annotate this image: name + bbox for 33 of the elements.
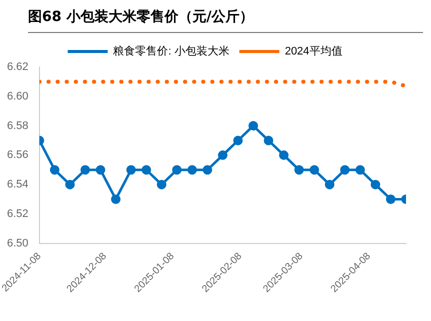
point <box>142 165 152 175</box>
point <box>80 165 90 175</box>
point <box>187 165 197 175</box>
point <box>248 121 258 131</box>
point <box>126 165 136 175</box>
y-tick-label: 6.52 <box>6 208 28 220</box>
point <box>294 165 304 175</box>
point <box>50 165 60 175</box>
point <box>202 165 212 175</box>
point <box>156 180 166 190</box>
point <box>65 180 75 190</box>
y-tick-label: 6.62 <box>6 61 28 74</box>
point <box>340 165 350 175</box>
y-tick-label: 6.50 <box>6 237 28 250</box>
point <box>386 194 396 204</box>
y-tick-label: 6.54 <box>6 178 28 191</box>
legend-label: 2024平均值 <box>284 46 342 58</box>
point <box>355 165 365 175</box>
point <box>279 150 289 160</box>
point <box>324 180 334 190</box>
point <box>111 194 121 204</box>
y-tick-label: 6.56 <box>6 149 28 162</box>
point <box>233 136 243 146</box>
point <box>370 180 380 190</box>
point <box>310 165 320 175</box>
point <box>218 150 228 160</box>
y-tick-label: 6.60 <box>6 90 28 102</box>
y-tick-label: 6.58 <box>6 120 28 132</box>
point <box>172 165 182 175</box>
point <box>96 165 106 175</box>
legend-label: 粮食零售价: 小包装大米 <box>113 44 230 58</box>
point <box>264 136 274 146</box>
chart-title: 图68 小包装大米零售价（元/公斤） <box>28 8 423 33</box>
